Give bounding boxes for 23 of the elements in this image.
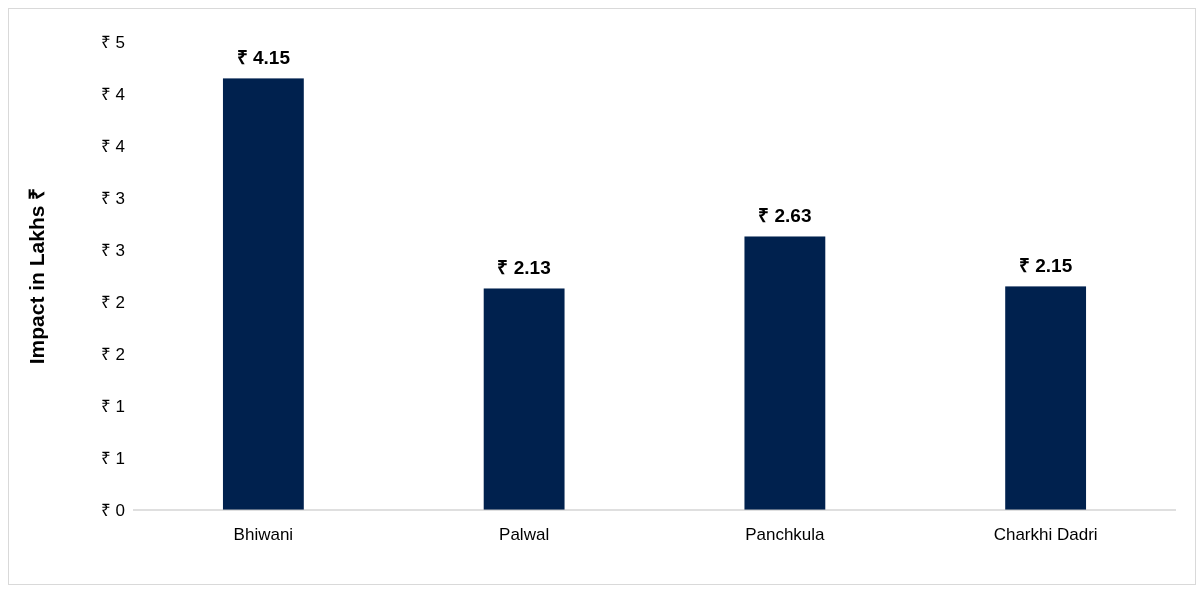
bar <box>1005 286 1087 510</box>
data-label: ₹ 2.15 <box>1018 255 1073 277</box>
data-label: ₹ 4.15 <box>236 47 291 69</box>
y-tick-label: ₹ 1 <box>100 396 125 416</box>
y-tick-label: ₹ 3 <box>100 240 125 260</box>
y-tick-label: ₹ 1 <box>100 448 125 468</box>
data-label: ₹ 2.63 <box>758 205 812 227</box>
y-tick-label: ₹ 3 <box>100 188 125 208</box>
y-tick-label: ₹ 5 <box>100 32 125 52</box>
x-tick-label: Bhiwani <box>233 525 294 544</box>
y-axis-title: Impact in Lakhs ₹ <box>25 187 48 365</box>
bar <box>744 236 826 510</box>
bar <box>483 288 565 510</box>
bar <box>222 78 304 510</box>
y-tick-label: ₹ 2 <box>100 344 125 364</box>
y-tick-label: ₹ 0 <box>100 500 125 520</box>
x-tick-label: Palwal <box>499 525 550 544</box>
x-tick-label: Panchkula <box>745 525 826 544</box>
y-tick-label: ₹ 4 <box>100 136 125 156</box>
y-tick-label: ₹ 2 <box>100 292 125 312</box>
y-tick-label: ₹ 4 <box>100 84 125 104</box>
data-label: ₹ 2.13 <box>497 257 551 279</box>
x-tick-label: Charkhi Dadri <box>993 525 1098 544</box>
